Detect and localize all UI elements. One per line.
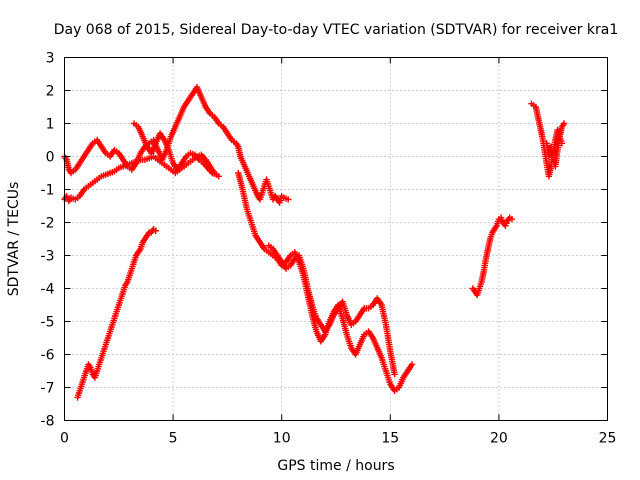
y-tick-label: -8	[41, 414, 55, 430]
y-tick-label: -2	[41, 216, 55, 232]
y-tick-label: -5	[41, 315, 55, 331]
series-6	[265, 242, 398, 378]
y-tick-label: -4	[41, 282, 55, 298]
y-tick-label: 2	[46, 84, 55, 100]
data-point	[408, 361, 416, 368]
data-point	[213, 171, 220, 178]
series-3	[74, 225, 159, 401]
series-9	[543, 133, 566, 170]
data-point	[508, 216, 516, 223]
series-4	[130, 120, 220, 178]
series-5	[235, 169, 416, 394]
y-tick-label: 3	[46, 51, 55, 67]
y-tick-labels: -8 -7 -6 -5 -4 -3 -2 -1 0 1 2 3	[41, 51, 55, 430]
x-tick-label: 10	[273, 431, 291, 447]
chart-title: Day 068 of 2015, Sidereal Day-to-day VTE…	[54, 22, 619, 38]
data-point	[285, 196, 292, 203]
series-7	[469, 214, 516, 299]
x-tick-label: 0	[60, 431, 69, 447]
data-point	[391, 371, 398, 378]
data-point	[560, 120, 568, 127]
y-tick-label: -7	[41, 381, 55, 397]
axis-ticks	[64, 57, 608, 421]
data-point	[558, 140, 566, 147]
grid	[64, 57, 608, 421]
x-axis-label: GPS time / hours	[277, 458, 394, 474]
data-points	[61, 84, 568, 401]
plot-frame	[64, 57, 608, 421]
x-tick-label: 25	[599, 431, 617, 447]
x-tick-labels: 0 5 10 15 20 25	[60, 431, 616, 447]
y-tick-label: 1	[46, 117, 55, 133]
x-tick-label: 15	[381, 431, 399, 447]
y-tick-label: 0	[46, 150, 55, 166]
x-tick-label: 5	[169, 431, 178, 447]
x-tick-label: 20	[490, 431, 508, 447]
y-tick-label: -1	[41, 183, 55, 199]
series-2	[61, 84, 292, 206]
y-tick-label: -3	[41, 249, 55, 265]
y-tick-label: -6	[41, 348, 55, 364]
data-point	[152, 227, 159, 234]
y-axis-label: SDTVAR / TECUs	[6, 182, 22, 297]
